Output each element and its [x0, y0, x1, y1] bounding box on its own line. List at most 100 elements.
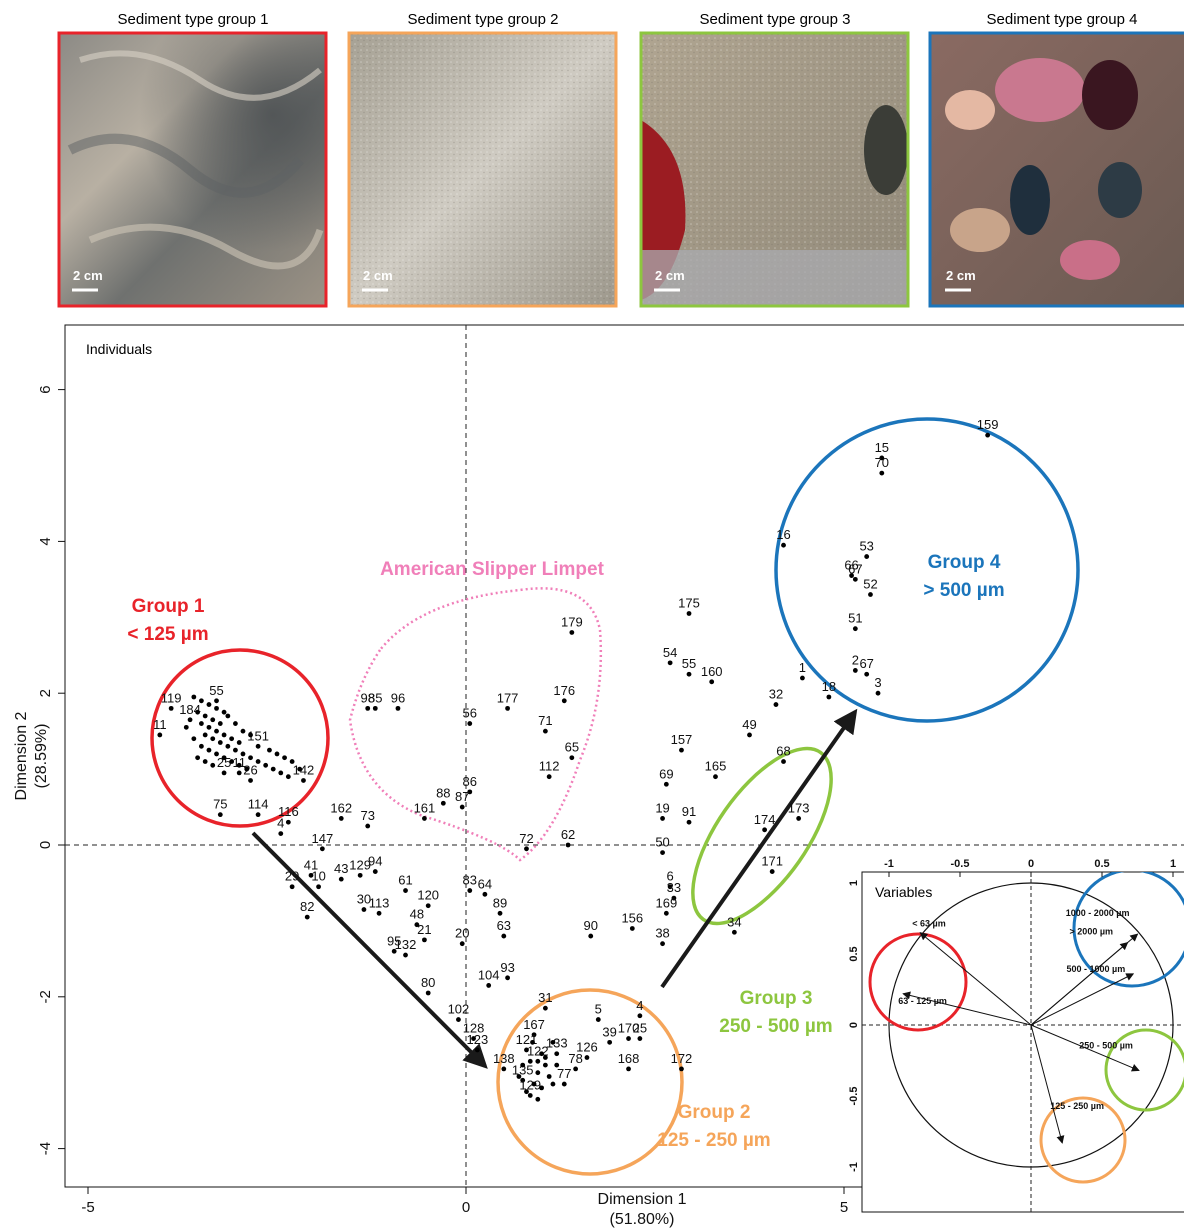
data-point	[637, 1013, 643, 1019]
point-label: 162	[330, 800, 352, 815]
data-point	[769, 869, 775, 874]
photo-group-2: Sediment type group 2 2 cm	[347, 11, 618, 308]
point-label: 52	[863, 577, 877, 592]
data-point	[308, 872, 314, 878]
data-point	[221, 755, 227, 761]
data-point	[440, 800, 446, 806]
photo-frame-4	[928, 31, 1184, 308]
inset-group-2-circle	[1039, 1096, 1127, 1184]
point-label: 4	[636, 998, 643, 1013]
point-label: 38	[655, 926, 669, 941]
point-label: 82	[300, 899, 314, 914]
point-label: 95	[387, 933, 401, 948]
data-point	[357, 872, 363, 878]
point-label: 10	[311, 869, 325, 884]
data-point	[459, 941, 465, 947]
data-point	[535, 1070, 541, 1076]
data-point	[773, 702, 779, 707]
data-point	[221, 770, 227, 776]
group-2-circle	[496, 988, 684, 1176]
data-point	[800, 675, 805, 681]
point-label: 89	[493, 895, 507, 910]
data-point	[240, 728, 246, 734]
point-label: 71	[538, 713, 552, 728]
data-point	[236, 740, 242, 745]
variable-vector	[1030, 1024, 1065, 1144]
data-point	[497, 910, 503, 916]
point-label: 175	[678, 596, 700, 611]
data-point	[852, 576, 858, 582]
inset-frame	[861, 871, 1184, 1213]
data-point	[278, 770, 284, 776]
data-point	[199, 721, 204, 726]
data-point	[667, 660, 673, 666]
photo-title-2: Sediment type group 2	[408, 11, 559, 28]
data-point	[546, 774, 552, 780]
data-point	[527, 1093, 533, 1098]
data-point	[214, 698, 219, 704]
group-3-name: Group 3	[740, 988, 813, 1009]
data-point	[875, 690, 881, 696]
photo-title-3: Sediment type group 3	[700, 11, 851, 28]
point-label: 132	[395, 937, 417, 952]
trajectory-arrow-1-2	[251, 831, 488, 1069]
inset-x-tick: -0.5	[951, 858, 970, 870]
data-point	[852, 626, 858, 632]
point-label: 176	[553, 683, 575, 698]
variable-label: < 63 µm	[912, 919, 945, 929]
point-label: 104	[478, 967, 500, 982]
data-point	[554, 1051, 560, 1057]
y-tick-label: 6	[37, 385, 54, 393]
data-point	[391, 948, 397, 954]
point-label: 29	[285, 869, 299, 884]
variable-label: 500 - 1000 µm	[1067, 964, 1126, 974]
data-point	[667, 884, 673, 890]
point-label: 43	[334, 861, 348, 876]
data-point	[206, 702, 212, 707]
point-label: 54	[663, 645, 677, 660]
data-point	[524, 1047, 529, 1053]
point-label: 51	[848, 611, 862, 626]
data-point	[278, 831, 284, 837]
data-point	[267, 747, 272, 753]
data-point	[233, 747, 238, 753]
data-point	[282, 755, 287, 761]
inset-y-tick: -0.5	[848, 1087, 860, 1106]
data-point	[187, 717, 193, 723]
point-label: 169	[655, 895, 677, 910]
data-point	[505, 705, 510, 711]
point-label: 6	[667, 869, 674, 884]
point-label: 87	[455, 789, 469, 804]
point-label: 53	[859, 539, 873, 554]
point-label: 41	[304, 857, 318, 872]
point-label: 62	[561, 827, 575, 842]
data-point	[195, 709, 201, 715]
data-point	[660, 850, 665, 855]
point-label: 25	[633, 1021, 647, 1036]
data-point	[414, 922, 420, 928]
data-point	[588, 933, 594, 939]
data-point	[403, 952, 408, 958]
point-label: 3	[874, 675, 881, 690]
data-point	[338, 816, 344, 821]
data-point	[289, 759, 295, 764]
data-point	[301, 778, 306, 783]
data-point	[501, 1066, 507, 1072]
data-point	[425, 903, 431, 909]
photo-group-4: Sediment type group 4 2 cm	[928, 11, 1184, 308]
inset-y-tick: 0	[848, 1022, 860, 1028]
variable-label: 63 - 125 µm	[898, 996, 947, 1006]
data-point	[338, 876, 344, 882]
data-point	[524, 846, 529, 852]
point-label: 133	[546, 1036, 568, 1051]
group-3-ellipse	[691, 746, 833, 926]
point-label: 75	[213, 797, 227, 812]
data-point	[561, 698, 567, 704]
photo-title-1: Sediment type group 1	[118, 11, 269, 28]
point-label: 129	[519, 1077, 541, 1092]
point-label: 119	[161, 690, 182, 705]
data-point	[248, 732, 253, 738]
point-label: 16	[776, 527, 790, 542]
inset-group-3-circle	[1104, 1028, 1184, 1112]
